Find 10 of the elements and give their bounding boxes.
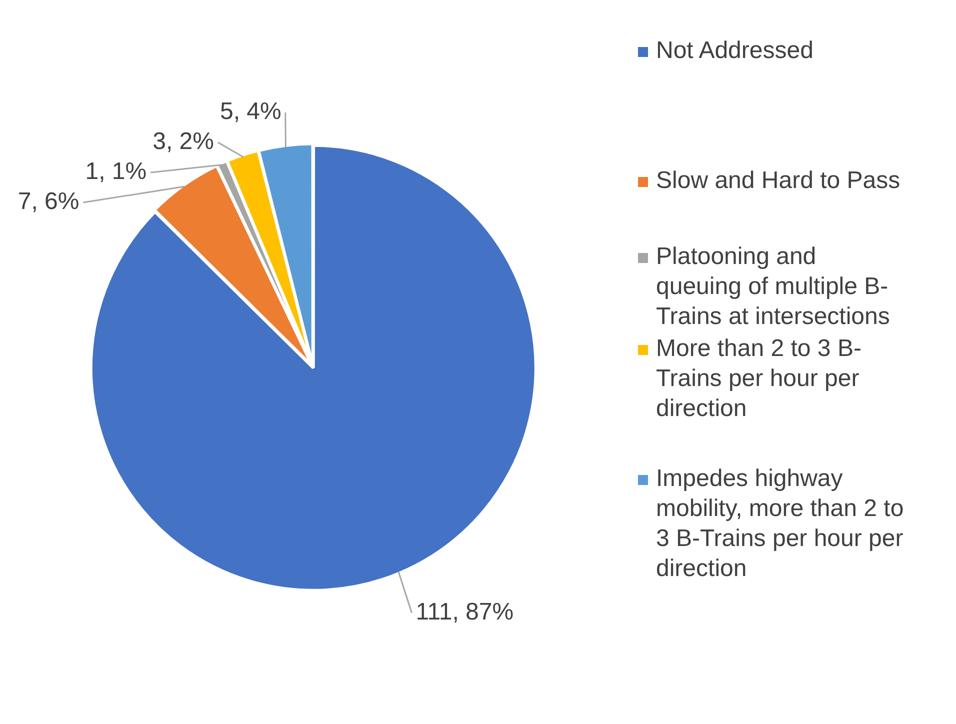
data-label: 1, 1% <box>85 158 147 186</box>
legend-label: More than 2 to 3 B-Trains per hour per direction <box>656 334 862 424</box>
legend-label: Platooning and queuing of multiple B-Trains at intersections <box>656 242 891 332</box>
data-label: 3, 2% <box>152 128 214 156</box>
legend-label: Impedes highway mobility, more than 2 to 3 B-Trains per hour per direction <box>656 464 905 584</box>
legend-label: Slow and Hard to Pass <box>656 166 900 196</box>
legend-label: Not Addressed <box>656 36 814 66</box>
data-label: 111, 87% <box>416 598 514 626</box>
data-label: 5, 4% <box>220 98 282 126</box>
data-label: 7, 6% <box>18 188 80 216</box>
